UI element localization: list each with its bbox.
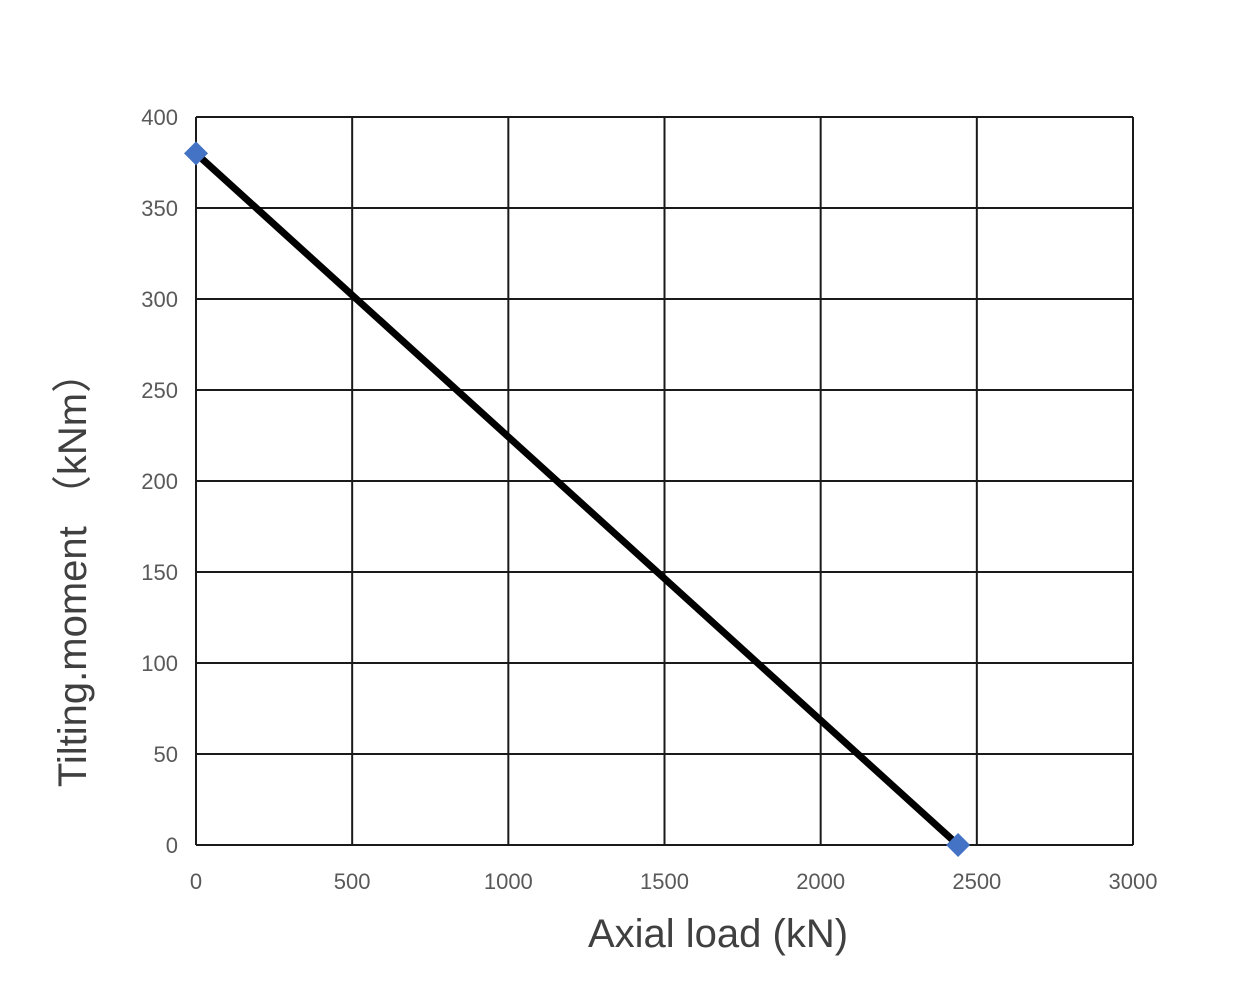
y-tick-label: 50: [154, 742, 178, 767]
x-tick-label: 1500: [640, 869, 689, 894]
x-tick-label: 500: [334, 869, 371, 894]
x-tick-label: 3000: [1109, 869, 1158, 894]
y-tick-label: 200: [141, 469, 178, 494]
y-tick-label: 0: [166, 833, 178, 858]
x-tick-label: 0: [190, 869, 202, 894]
y-tick-label: 250: [141, 378, 178, 403]
y-tick-label: 300: [141, 287, 178, 312]
series-line: [193, 150, 961, 848]
y-tick-label: 100: [141, 651, 178, 676]
x-tick-label: 1000: [484, 869, 533, 894]
y-axis-title: Tilting.moment （kNm）: [51, 353, 95, 787]
x-tick-label: 2500: [952, 869, 1001, 894]
y-tick-label: 400: [141, 105, 178, 130]
data-point-marker: [184, 141, 208, 166]
tick-labels: 0 500 1000 1500 2000 2500 3000 0 50 100 150 200 250 3…: [141, 105, 1157, 894]
x-tick-label: 2000: [796, 869, 845, 894]
y-tick-label: 350: [141, 196, 178, 221]
y-tick-label: 150: [141, 560, 178, 585]
data-point-marker: [946, 833, 971, 857]
grid: [195, 116, 1134, 846]
series-layer: [184, 141, 971, 857]
x-axis-title: Axial load (kN): [588, 912, 848, 956]
